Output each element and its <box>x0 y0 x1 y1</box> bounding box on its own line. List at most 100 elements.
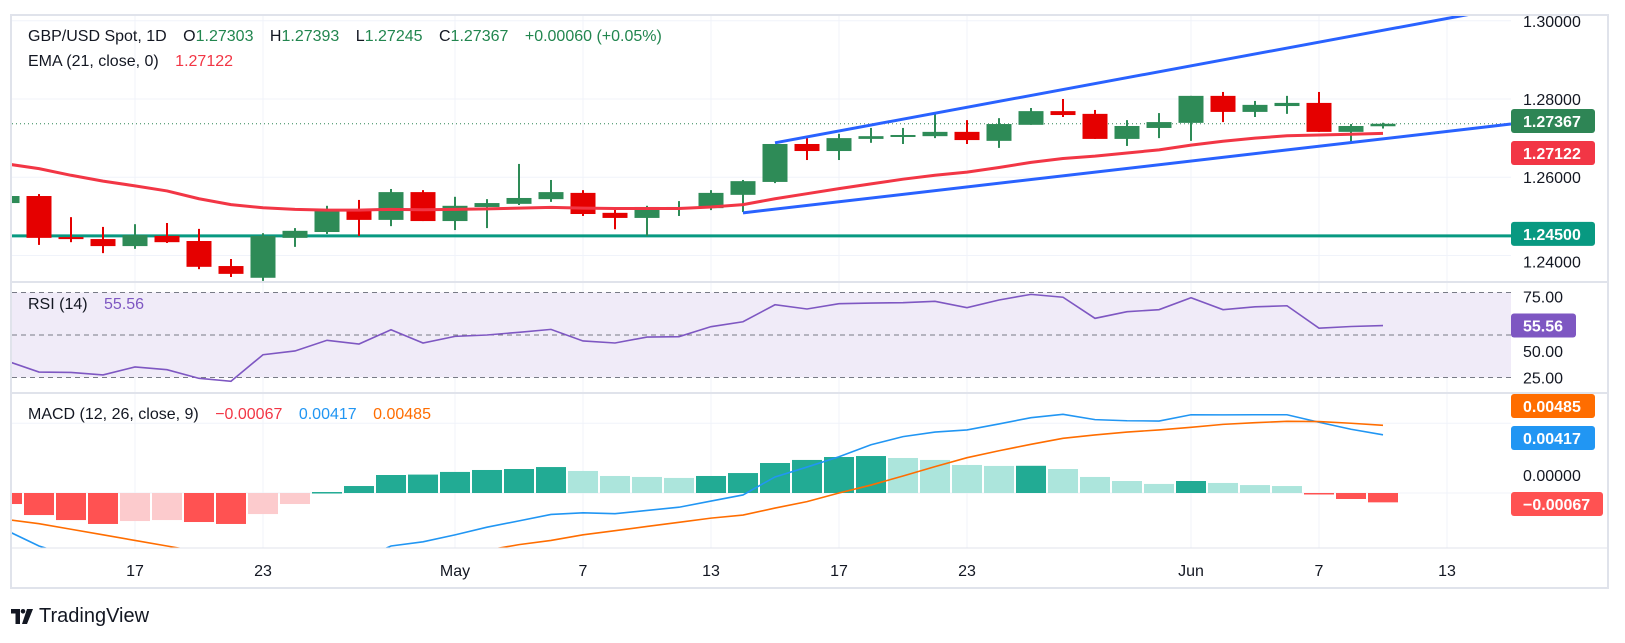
time-axis-label: Jun <box>1178 563 1204 580</box>
candle-body <box>26 196 52 238</box>
tradingview-logo[interactable]: TradingView <box>11 605 149 628</box>
candle-body <box>570 192 596 215</box>
candle <box>986 118 1012 148</box>
candle-body <box>378 192 404 220</box>
macd-pane <box>12 413 1398 548</box>
ema-line <box>12 131 1384 212</box>
candle <box>570 190 596 216</box>
level-badge-text: 1.24500 <box>1523 227 1581 244</box>
candle-body <box>698 192 724 209</box>
price-axis-label: 1.24000 <box>1523 254 1581 271</box>
macd-signal-badge-background <box>1511 394 1595 418</box>
candle <box>858 127 884 143</box>
ema-legend: EMA (21, close, 0) 1.27122 <box>28 52 237 72</box>
candle-body <box>154 235 180 243</box>
macd-histogram-bar <box>632 476 662 493</box>
rsi-badge-text: 55.56 <box>1523 319 1563 336</box>
rsi-badge-background <box>1511 313 1576 338</box>
candle-body <box>858 136 884 139</box>
candle <box>1274 95 1300 114</box>
candle-body <box>1210 95 1236 112</box>
macd-histogram-bar <box>1240 485 1270 493</box>
macd-histogram-bar <box>12 493 22 505</box>
candle <box>826 133 852 161</box>
candle <box>1306 91 1332 132</box>
candle-body <box>1178 95 1204 123</box>
candle-body <box>890 134 916 137</box>
macd-signal-line <box>12 420 1384 548</box>
time-axis-label: 17 <box>126 563 144 580</box>
ema-badge: 1.27122 <box>1511 141 1595 165</box>
axis-badges: 1.27367 1.27122 1.24500 55.56 0.00485 0.00417… <box>1511 109 1603 516</box>
symbol-title[interactable]: GBP/USD Spot, 1D <box>28 28 167 45</box>
rsi-pane <box>12 292 1511 383</box>
candle-body <box>506 197 532 204</box>
macd-hist-value: −0.00067 <box>215 406 283 423</box>
candle-body <box>314 210 340 233</box>
macd-histogram-bar <box>88 493 118 524</box>
macd-histogram-bar <box>472 469 502 493</box>
macd-histogram-bar <box>1272 486 1302 493</box>
candle <box>474 199 500 229</box>
macd-signal-badge-text: 0.00485 <box>1523 399 1581 416</box>
macd-histogram-bar <box>1336 493 1366 499</box>
macd-histogram-bar <box>536 467 566 493</box>
candle-body <box>634 206 660 218</box>
chart-frame <box>10 14 1609 589</box>
macd-histogram-bar <box>1144 483 1174 493</box>
candle <box>154 223 180 243</box>
macd-histogram-bar <box>1208 482 1238 493</box>
candle-body <box>90 239 116 247</box>
candle-body <box>922 131 948 137</box>
candle <box>794 138 820 161</box>
last-price-badge-background <box>1511 109 1595 133</box>
macd-axis-label: 0.00000 <box>1523 468 1581 485</box>
tradingview-logo-icon <box>11 609 33 624</box>
time-axis-label: 23 <box>958 563 976 580</box>
macd-label[interactable]: MACD (12, 26, close, 9) <box>28 406 199 423</box>
time-axis-label: 17 <box>830 563 848 580</box>
macd-histogram-bar <box>1112 481 1142 493</box>
candle <box>602 208 628 230</box>
candle-body <box>762 143 788 182</box>
macd-histogram-bar <box>1048 469 1078 493</box>
last-price-badge: 1.27367 <box>1511 109 1595 133</box>
candle <box>1242 100 1268 117</box>
macd-line-badge-text: 0.00417 <box>1523 431 1581 448</box>
rsi-label[interactable]: RSI (14) <box>28 296 88 313</box>
upper-channel-trendline <box>774 16 1469 145</box>
macd-histogram-bar <box>120 493 150 522</box>
candle <box>1146 113 1172 139</box>
ema-label[interactable]: EMA (21, close, 0) <box>28 53 159 70</box>
candle-body <box>1274 102 1300 107</box>
candle <box>250 233 276 281</box>
low-value: 1.27245 <box>364 28 423 45</box>
macd-histogram-bar <box>664 477 694 493</box>
macd-histogram-bar <box>1304 493 1334 495</box>
candle <box>282 228 308 247</box>
candle-body <box>1018 111 1044 125</box>
level-badge: 1.24500 <box>1511 221 1595 246</box>
candle-body <box>1338 125 1364 132</box>
macd-histogram-bar <box>984 465 1014 493</box>
price-axis-label: 1.30000 <box>1523 14 1581 31</box>
change-value: +0.00060 (+0.05%) <box>524 28 662 45</box>
time-axis-label: 7 <box>579 563 588 580</box>
candle <box>1082 109 1108 139</box>
axes: 17 23 May 7 13 17 23 Jun 7 13 1.30000 1.28000 1.2600… <box>126 14 1581 580</box>
macd-histogram-bar <box>792 459 822 493</box>
candle-body <box>794 143 820 152</box>
macd-histogram-bar <box>568 470 598 493</box>
high-value: 1.27393 <box>281 28 340 45</box>
macd-histogram-bar <box>1016 465 1046 493</box>
macd-histogram-bar <box>312 492 342 494</box>
candle-body <box>1146 122 1172 128</box>
macd-legend: MACD (12, 26, close, 9) −0.00067 0.00417… <box>28 405 435 425</box>
high-label: H <box>269 28 282 45</box>
price-pane <box>12 16 1511 281</box>
close-value: 1.27367 <box>450 28 509 45</box>
candle <box>378 188 404 227</box>
chart-border <box>10 14 1609 589</box>
time-axis-label: May <box>440 563 470 580</box>
